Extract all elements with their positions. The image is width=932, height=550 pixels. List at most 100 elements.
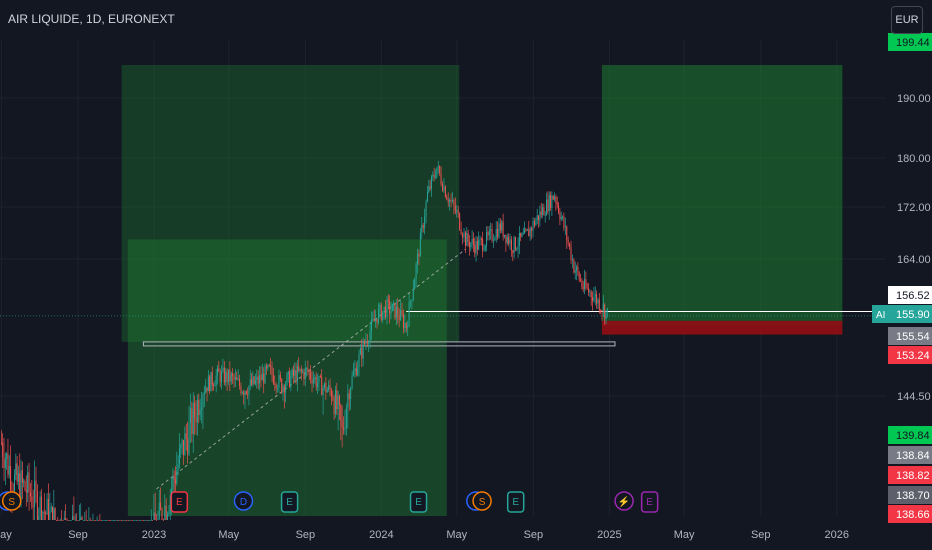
candle-body xyxy=(539,211,541,221)
candle-body xyxy=(267,364,269,369)
event-marker-split[interactable] xyxy=(1,491,22,511)
candle-body xyxy=(129,520,131,521)
candle-body xyxy=(462,234,464,238)
price-label-text: 138.70 xyxy=(896,490,930,502)
candle-body xyxy=(92,520,94,521)
price-label-text: 139.84 xyxy=(896,430,930,442)
currency-button[interactable]: EUR xyxy=(891,6,923,34)
candle-body xyxy=(482,238,484,251)
candle-body xyxy=(311,378,313,384)
support-rectangle[interactable] xyxy=(142,341,616,347)
candle-body xyxy=(240,386,242,394)
candle-body xyxy=(306,368,308,370)
candle-body xyxy=(480,238,482,240)
candle-body xyxy=(196,400,198,423)
candle-body xyxy=(531,227,533,231)
candle-body xyxy=(329,385,331,391)
candle-body xyxy=(102,520,104,521)
candle-body xyxy=(150,520,152,521)
price-label-badge xyxy=(888,426,932,444)
candle-body xyxy=(263,373,265,384)
candle-body xyxy=(318,376,320,383)
event-marker-split[interactable] xyxy=(472,491,492,511)
candle-body xyxy=(365,341,367,345)
candle-body xyxy=(239,379,241,387)
x-tick-label: 2026 xyxy=(825,529,849,541)
candle-body xyxy=(178,448,180,465)
candle-body xyxy=(137,520,139,521)
event-marker-earnings[interactable] xyxy=(640,491,659,513)
candle-body xyxy=(104,520,106,521)
candle-body xyxy=(174,479,176,484)
position-loss-zone-2025[interactable] xyxy=(601,320,843,335)
candle-body xyxy=(119,520,121,521)
candle-body xyxy=(380,304,382,321)
event-marker-dividend[interactable] xyxy=(233,491,254,511)
candle-body xyxy=(357,367,359,376)
candle-body xyxy=(521,233,523,237)
candle-body xyxy=(402,315,404,329)
candle-body xyxy=(558,204,560,213)
x-tick-label: May xyxy=(218,529,239,541)
candle-body xyxy=(468,241,470,248)
candle-body xyxy=(268,364,270,366)
candle-body xyxy=(432,174,434,177)
candle-body xyxy=(85,520,87,521)
candle-body xyxy=(513,237,515,254)
candle-body xyxy=(453,200,455,206)
candle-body xyxy=(491,229,493,241)
candle-body xyxy=(259,375,261,384)
candle-body xyxy=(160,502,162,511)
candle-body xyxy=(464,232,466,246)
candle-body xyxy=(433,174,435,178)
candle-body xyxy=(252,376,254,385)
candle-body xyxy=(543,207,545,216)
candle-body xyxy=(164,505,166,520)
candle-body xyxy=(586,287,588,289)
candle-body xyxy=(418,253,420,257)
candle-body xyxy=(57,520,59,521)
candle-body xyxy=(404,322,406,329)
candle-body xyxy=(153,512,155,520)
candle-body xyxy=(6,453,8,460)
candle-body xyxy=(386,299,388,318)
candle-body xyxy=(594,294,596,297)
candle-body xyxy=(138,520,140,521)
candle-body xyxy=(173,475,175,480)
position-profit-zone-2023[interactable] xyxy=(121,65,460,342)
candle-body xyxy=(490,229,492,231)
candle-body xyxy=(494,238,496,241)
candle-body xyxy=(584,279,586,290)
candle-body xyxy=(467,233,469,242)
event-marker-earnings[interactable] xyxy=(506,491,525,513)
candle-body xyxy=(232,373,234,376)
candle-body xyxy=(61,520,63,521)
candle-body xyxy=(281,379,283,393)
event-marker-letter: D xyxy=(240,497,247,508)
event-marker-earnings[interactable] xyxy=(280,491,299,513)
position-profit-zone-2025[interactable] xyxy=(601,65,843,326)
candle-body xyxy=(72,516,74,520)
candle-body xyxy=(122,520,124,521)
trendline[interactable] xyxy=(156,248,466,490)
event-marker-earnings[interactable] xyxy=(170,491,189,513)
candle-body xyxy=(600,310,602,312)
event-marker-earnings[interactable] xyxy=(409,491,428,513)
candle-body xyxy=(24,481,26,491)
event-marker-letter: E xyxy=(512,497,519,508)
candle-body xyxy=(31,496,33,507)
candle-body xyxy=(46,498,48,515)
candle-body xyxy=(304,368,306,380)
candle-body xyxy=(219,371,221,383)
event-marker-news[interactable] xyxy=(614,491,634,511)
candle-body xyxy=(206,387,208,392)
candle-body xyxy=(88,520,90,521)
candle-body xyxy=(589,291,591,293)
event-marker-letter: S xyxy=(479,497,486,508)
candle-body xyxy=(508,237,510,244)
candle-body xyxy=(368,342,370,344)
candle-body xyxy=(245,391,247,394)
candle-body xyxy=(563,216,565,228)
candle-body xyxy=(96,520,98,521)
